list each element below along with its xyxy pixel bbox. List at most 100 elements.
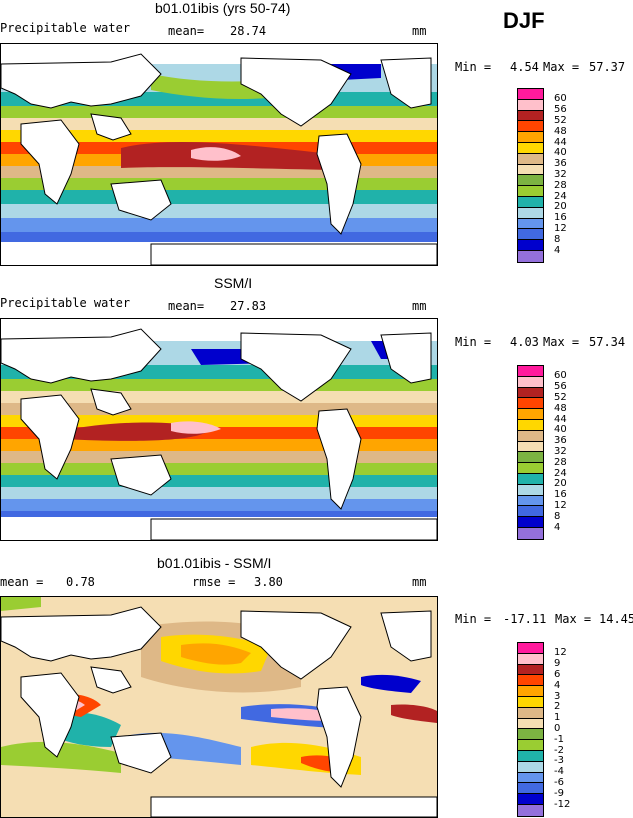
panel1-level-label: 36: [554, 158, 567, 169]
panel3-max-value: 14.45: [599, 612, 633, 626]
panel2-swatch: [518, 419, 543, 431]
panel3-level-label: 2: [554, 701, 561, 712]
panel1-max-label: Max =: [543, 60, 580, 74]
panel2-level-label: 16: [554, 489, 567, 500]
panel1-map: [0, 43, 438, 266]
panel2-swatch: [518, 409, 543, 420]
panel3-swatch: [518, 761, 543, 773]
season-label: DJF: [503, 8, 545, 33]
panel3-swatch: [518, 643, 543, 654]
panel1-level-label: 24: [554, 191, 567, 202]
panel3-level-label: 6: [554, 669, 561, 680]
panel1-level-label: 60: [554, 93, 567, 104]
panel1-swatch: [518, 132, 543, 143]
panel2-field: Precipitable water: [0, 296, 131, 310]
panel3-level-label: 1: [554, 712, 561, 723]
panel1-swatch: [518, 121, 543, 133]
panel1-swatch: [518, 142, 543, 154]
panel1-level-label: 28: [554, 180, 567, 191]
panel2-level-label: 4: [554, 522, 561, 533]
panel1-swatch: [518, 110, 543, 122]
panel1-swatch: [518, 218, 543, 230]
panel3-level-label: 4: [554, 680, 561, 691]
panel2-swatch: [518, 387, 543, 399]
panel2-max-label: Max =: [543, 335, 580, 349]
panel3-units: mm: [412, 575, 427, 589]
panel1-swatch: [518, 186, 543, 197]
panel1-level-label: 44: [554, 137, 567, 148]
panel2-level-label: 32: [554, 446, 567, 457]
panel2-swatch: [518, 398, 543, 410]
panel3-level-label: -6: [554, 777, 564, 788]
panel1-title: b01.01ibis (yrs 50-74): [155, 0, 291, 16]
panel1-swatch: [518, 207, 543, 219]
panel2-level-label: 28: [554, 457, 567, 468]
panel2-min-label: Min =: [455, 335, 492, 349]
panel2-mean-value: 27.83: [230, 299, 267, 313]
panel1-map-graphic: [1, 44, 437, 265]
panel3-level-label: -2: [554, 745, 564, 756]
panel3-rmse-value: 3.80: [254, 575, 283, 589]
panel2-swatch: [518, 506, 543, 518]
panel3-swatch: [518, 750, 543, 762]
panel3-max-label: Max =: [555, 612, 592, 626]
panel3-map-graphic: [1, 597, 437, 817]
panel3-level-label: -1: [554, 734, 564, 745]
panel2-swatch: [518, 517, 543, 528]
panel1-swatch: [518, 89, 543, 100]
panel2-colorbar: [517, 365, 544, 540]
panel3-swatch: [518, 783, 543, 795]
panel3-swatch: [518, 707, 543, 719]
panel2-swatch: [518, 463, 543, 474]
panel2-swatch: [518, 376, 543, 388]
panel2-level-label: 48: [554, 403, 567, 414]
panel2-map: [0, 318, 438, 541]
panel3-colorbar-swatches: [517, 642, 544, 817]
panel1-swatch: [518, 99, 543, 111]
panel2-title: SSM/I: [214, 275, 253, 291]
panel2-level-label: 52: [554, 392, 567, 403]
panel1-units: mm: [412, 24, 427, 38]
panel1-swatch: [518, 153, 543, 165]
panel3-level-label: -12: [554, 799, 571, 810]
panel1-level-label: 8: [554, 234, 561, 245]
panel3-level-label: -4: [554, 766, 564, 777]
panel2-swatch: [518, 366, 543, 377]
panel3-swatch: [518, 686, 543, 697]
panel3-swatch: [518, 794, 543, 805]
panel1-level-label: 56: [554, 104, 567, 115]
panel3-swatch: [518, 740, 543, 751]
panel3-min-label: Min =: [455, 612, 492, 626]
panel2-mean-label: mean=: [168, 299, 205, 313]
panel3-swatch: [518, 772, 543, 784]
panel3-swatch: [518, 653, 543, 665]
panel1-swatch: [518, 164, 543, 176]
panel1-level-label: 4: [554, 245, 561, 256]
panel1-swatch: [518, 196, 543, 208]
panel2-swatch: [518, 430, 543, 442]
panel3-swatch: [518, 729, 543, 741]
panel2-level-label: 36: [554, 435, 567, 446]
panel3-map: [0, 596, 438, 818]
panel2-swatch: [518, 452, 543, 464]
panel3-level-label: 12: [554, 647, 567, 658]
panel2-swatch: [518, 441, 543, 453]
panel2-level-label: 40: [554, 424, 567, 435]
panel2-level-label: 8: [554, 511, 561, 522]
panel3-level-label: 3: [554, 691, 561, 702]
panel2-units: mm: [412, 299, 427, 313]
panel2-level-label: 24: [554, 468, 567, 479]
panel3-level-label: 9: [554, 658, 561, 669]
panel3-swatch: [518, 675, 543, 687]
panel2-level-label: 12: [554, 500, 567, 511]
panel2-swatch: [518, 495, 543, 507]
panel1-level-label: 16: [554, 212, 567, 223]
panel3-level-label: 0: [554, 723, 561, 734]
panel1-level-label: 12: [554, 223, 567, 234]
panel2-swatch: [518, 527, 543, 539]
panel1-swatch: [518, 175, 543, 187]
panel2-level-label: 56: [554, 381, 567, 392]
panel3-mean-value: 0.78: [66, 575, 95, 589]
panel2-colorbar-swatches: [517, 365, 544, 540]
panel1-colorbar: [517, 88, 544, 263]
